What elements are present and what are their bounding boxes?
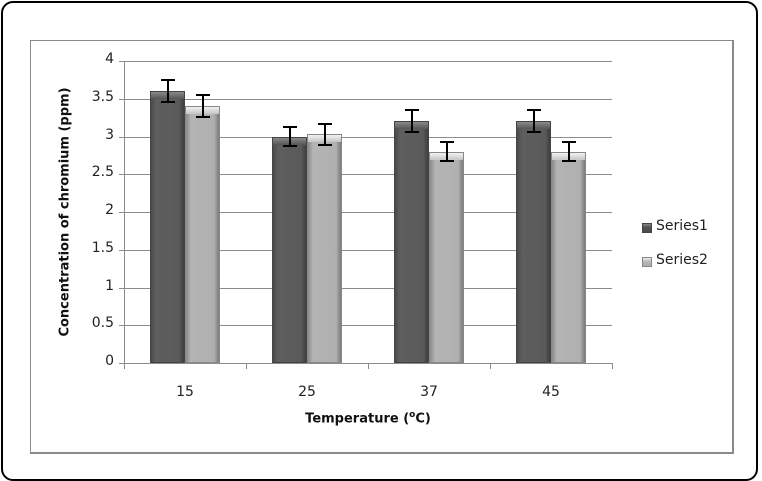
error-bar: [195, 94, 210, 119]
bar-series1-25[interactable]: [272, 136, 307, 363]
bar-series1-15[interactable]: [150, 91, 185, 363]
y-tick-mark: [119, 212, 124, 213]
bar-series2-15[interactable]: [185, 106, 220, 363]
legend-item-series1[interactable]: Series1: [642, 218, 708, 252]
gridline: [124, 136, 612, 138]
degree-symbol: o: [409, 410, 416, 420]
legend-label: Series2: [656, 252, 708, 268]
x-tick-mark: [246, 363, 247, 369]
y-tick-label: 1.5: [91, 239, 114, 256]
y-tick-label: 3.5: [91, 88, 114, 105]
y-tick-label: 1: [105, 277, 114, 294]
legend-item-series2[interactable]: Series2: [642, 252, 708, 286]
gridline: [124, 287, 612, 289]
error-bar: [317, 122, 332, 146]
legend: Series1 Series2: [642, 218, 708, 286]
y-tick-mark: [119, 174, 124, 176]
bar-series2-37[interactable]: [429, 151, 464, 363]
error-bar: [561, 141, 576, 163]
y-tick-label: 2.5: [91, 164, 114, 181]
error-bar: [282, 125, 297, 148]
y-tick-label: 3: [105, 126, 114, 143]
plot-area: [119, 61, 613, 369]
y-axis-title: Concentration of chromium (ppm): [57, 87, 73, 337]
x-tick-label: 45: [542, 384, 560, 400]
error-bar: [160, 79, 175, 104]
y-tick-mark: [119, 325, 124, 327]
x-tick-label: 25: [298, 384, 316, 400]
x-tick-mark: [368, 363, 369, 369]
gridline: [124, 174, 612, 176]
gridline: [124, 212, 612, 213]
x-tick-mark: [612, 363, 613, 369]
y-tick-label: 0.5: [91, 315, 114, 332]
x-axis-title-text: Temperature (: [305, 411, 410, 427]
bar-series2-25[interactable]: [307, 134, 342, 363]
bar-series2-45[interactable]: [551, 151, 586, 363]
legend-swatch-series1-icon: [642, 223, 652, 233]
x-tick-mark: [124, 363, 125, 369]
error-bar: [526, 109, 541, 134]
x-axis-title-unit: C): [415, 411, 431, 427]
y-tick-mark: [119, 61, 124, 62]
gridline: [124, 249, 612, 251]
x-tick-label: 15: [176, 384, 194, 400]
y-tick-mark: [119, 249, 124, 251]
y-tick-mark: [119, 363, 124, 364]
x-tick-mark: [490, 363, 491, 369]
gridline: [124, 61, 612, 62]
gridline: [124, 98, 612, 100]
error-bar: [439, 141, 454, 163]
chart-frame: [30, 40, 734, 454]
bar-series1-45[interactable]: [516, 121, 551, 363]
y-tick-mark: [119, 287, 124, 289]
x-tick-label: 37: [420, 384, 438, 400]
y-tick-label: 4: [105, 51, 114, 67]
y-tick-label: 2: [105, 202, 114, 218]
y-tick-label: 0: [105, 353, 114, 369]
legend-swatch-series2-icon: [642, 257, 652, 267]
gridline: [124, 325, 612, 327]
error-bar: [404, 109, 419, 134]
legend-label: Series1: [656, 218, 708, 234]
bar-series1-37[interactable]: [394, 121, 429, 363]
x-axis-title: Temperature (oC): [305, 410, 431, 426]
y-tick-mark: [119, 136, 124, 138]
y-tick-mark: [119, 98, 124, 100]
